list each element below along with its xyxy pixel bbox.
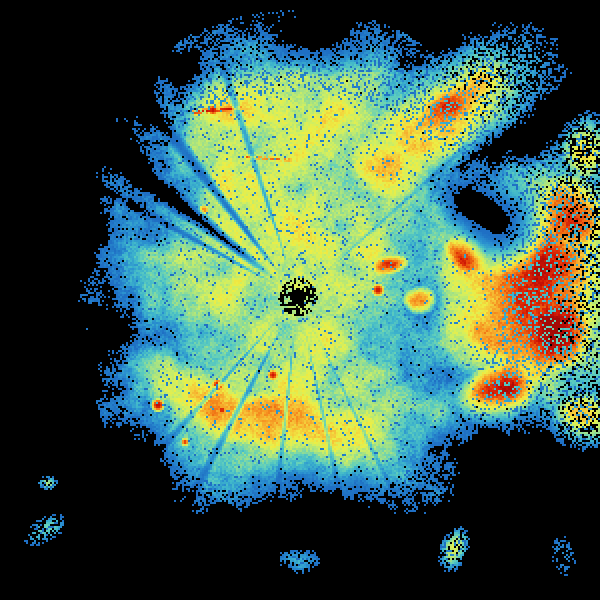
radar-reflectivity-canvas (0, 0, 600, 600)
radar-image-panel: Weather Radar Base Reflectivity (PPI) Si… (0, 0, 600, 600)
